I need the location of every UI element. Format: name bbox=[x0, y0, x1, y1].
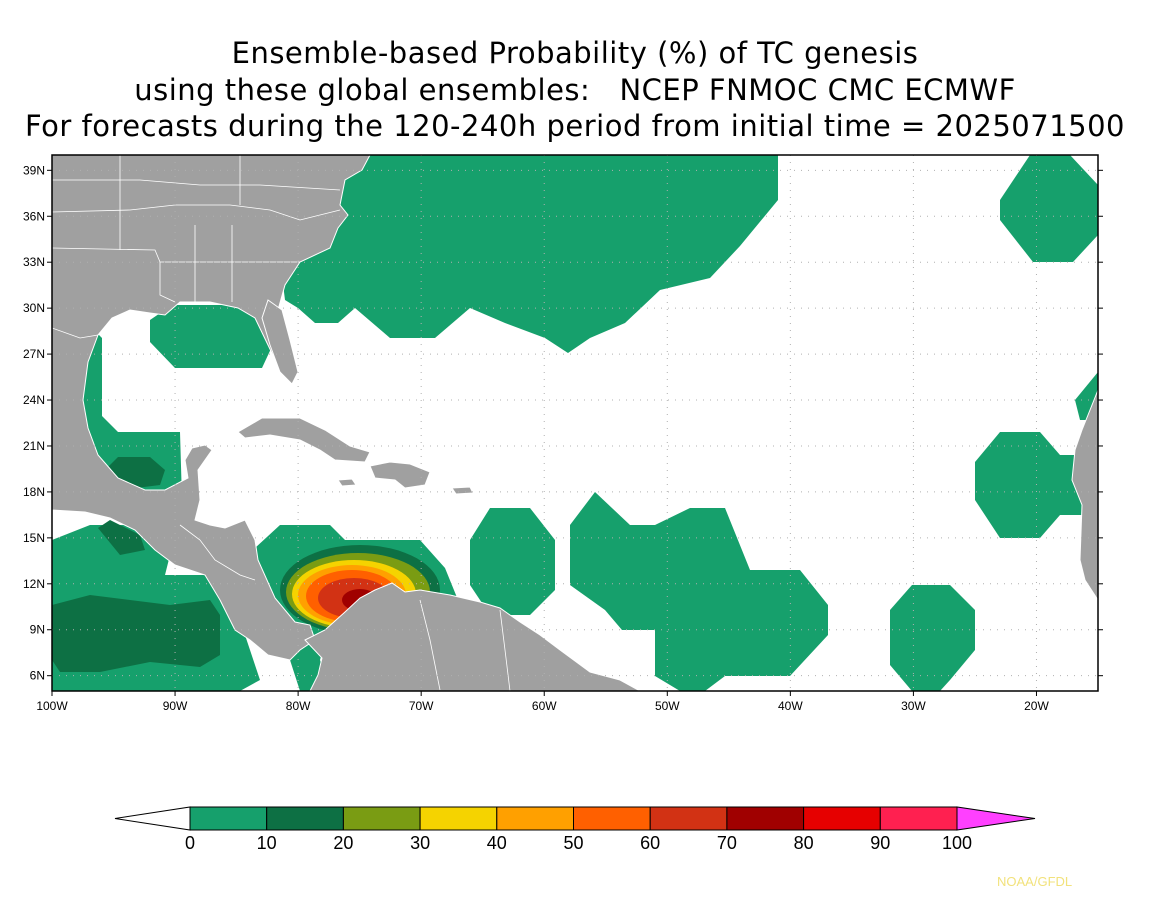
lon-tick-label: 80W bbox=[286, 699, 311, 713]
lon-tick-label: 70W bbox=[409, 699, 434, 713]
lat-tick-label: 12N bbox=[23, 577, 45, 591]
prob-region bbox=[890, 585, 975, 691]
border-line bbox=[52, 204, 341, 221]
puerto-rico-land bbox=[451, 486, 474, 495]
lon-tick-label: 50W bbox=[655, 699, 680, 713]
hispaniola-land bbox=[369, 461, 431, 489]
credit-text: NOAA/GFDL bbox=[997, 874, 1073, 889]
border-line bbox=[52, 327, 99, 339]
boundaries bbox=[52, 155, 511, 691]
lat-tick-label: 33N bbox=[23, 255, 45, 269]
map-frame bbox=[51, 154, 1099, 692]
colorbar-segment bbox=[573, 806, 651, 831]
lat-tick-label: 18N bbox=[23, 485, 45, 499]
lat-tick-label: 27N bbox=[23, 347, 45, 361]
colorbar-label: 40 bbox=[487, 833, 507, 853]
colorbar-segment bbox=[189, 806, 268, 831]
south-america-land bbox=[304, 582, 641, 691]
prob-region bbox=[150, 305, 275, 368]
prob-region bbox=[1000, 155, 1098, 262]
colorbar-label: 0 bbox=[185, 833, 195, 853]
prob-region bbox=[470, 508, 555, 615]
colorbar-over-arrow bbox=[956, 806, 1036, 831]
colorbar-label: 10 bbox=[257, 833, 277, 853]
colorbar-segment bbox=[649, 806, 728, 831]
border-line bbox=[159, 262, 176, 303]
colorbar-label: 80 bbox=[794, 833, 814, 853]
cuba-land bbox=[237, 417, 371, 463]
title-line-1: Ensemble-based Probability (%) of TC gen… bbox=[231, 36, 919, 70]
colorbar-label: 50 bbox=[563, 833, 583, 853]
prob-region bbox=[98, 520, 145, 555]
axis-ticks: 100W 90W 80W 70W 60W 50W 40W 30W 20W 6N 9N 12N 15N 18… bbox=[23, 163, 1103, 713]
lat-tick-label: 24N bbox=[23, 393, 45, 407]
title-line-3: For forecasts during the 120-240h period… bbox=[24, 109, 1126, 143]
florida-land bbox=[261, 299, 299, 385]
lon-tick-label: 90W bbox=[163, 699, 188, 713]
colorbar-label: 60 bbox=[640, 833, 660, 853]
colorbar-segment bbox=[879, 806, 958, 831]
border-line bbox=[52, 179, 341, 191]
lat-tick-label: 30N bbox=[23, 301, 45, 315]
lat-tick-label: 15N bbox=[23, 531, 45, 545]
lon-tick-label: 60W bbox=[532, 699, 557, 713]
colorbar-under-arrow bbox=[114, 806, 191, 831]
prob-region bbox=[280, 155, 778, 353]
border-line bbox=[419, 599, 441, 691]
lon-tick-label: 30W bbox=[901, 699, 926, 713]
lat-tick-label: 6N bbox=[30, 669, 45, 683]
colorbar-segment bbox=[342, 806, 421, 831]
lon-tick-label: 20W bbox=[1024, 699, 1049, 713]
lon-tick-label: 40W bbox=[778, 699, 803, 713]
colorbar-segment bbox=[266, 806, 344, 831]
colorbar-label: 30 bbox=[410, 833, 430, 853]
lat-tick-label: 21N bbox=[23, 439, 45, 453]
africa-land bbox=[1071, 389, 1098, 601]
border-line bbox=[179, 524, 256, 581]
prob-region bbox=[570, 492, 828, 691]
colorbar: 0 10 20 30 40 50 60 70 80 90 100 bbox=[114, 806, 1036, 853]
lat-tick-label: 9N bbox=[30, 623, 45, 637]
colorbar-segment bbox=[726, 806, 805, 831]
colorbar-label: 70 bbox=[717, 833, 737, 853]
colorbar-label: 100 bbox=[942, 833, 972, 853]
title-line-2: using these global ensembles: NCEP FNMOC… bbox=[134, 73, 1016, 107]
land bbox=[52, 155, 1098, 691]
lon-tick-label: 100W bbox=[36, 699, 68, 713]
colorbar-label: 20 bbox=[333, 833, 353, 853]
lat-tick-label: 36N bbox=[23, 209, 45, 223]
colorbar-label: 90 bbox=[870, 833, 890, 853]
prob-region bbox=[52, 595, 220, 672]
colorbar-segment bbox=[803, 806, 881, 831]
colorbar-segment bbox=[496, 806, 574, 831]
colorbar-segment bbox=[419, 806, 498, 831]
jamaica-land bbox=[337, 478, 357, 487]
lat-tick-label: 39N bbox=[23, 163, 45, 177]
border-line bbox=[499, 609, 511, 691]
